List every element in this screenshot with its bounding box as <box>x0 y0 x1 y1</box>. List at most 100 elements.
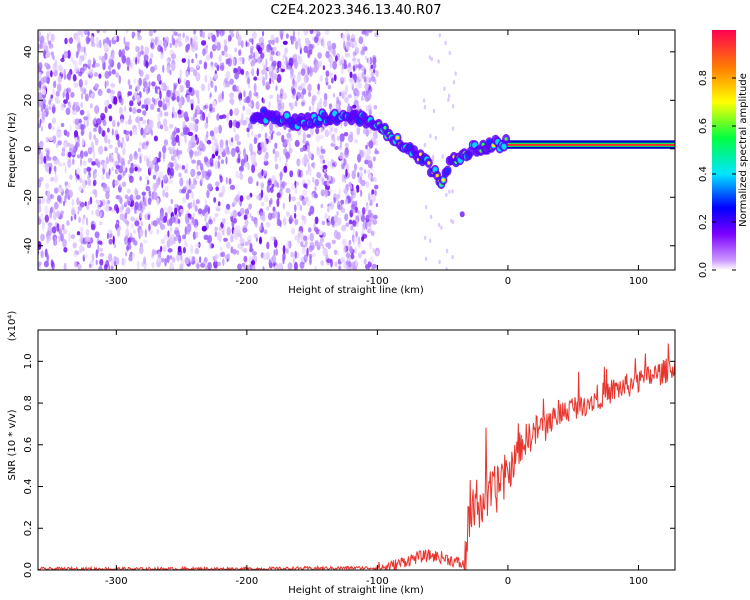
noise-speck <box>345 168 348 178</box>
noise-speck <box>80 101 83 108</box>
noise-speck <box>218 54 222 63</box>
noise-speck <box>340 199 345 205</box>
noise-speck <box>267 179 272 186</box>
noise-speck <box>314 240 319 247</box>
noise-speck <box>214 231 218 237</box>
spectrogram-x-ticks: -300 -200 -100 0 100 <box>105 30 648 287</box>
y-tick-label: 0.4 <box>23 479 34 495</box>
noise-speck <box>276 192 281 199</box>
noise-speck <box>287 65 292 71</box>
noise-speck <box>275 85 278 91</box>
noise-speck <box>366 94 372 99</box>
noise-speck <box>109 157 115 164</box>
noise-speck <box>188 177 191 186</box>
noise-speck <box>292 30 295 40</box>
noise-speck <box>197 97 200 105</box>
noise-speck <box>220 159 225 165</box>
noise-speck <box>298 160 301 167</box>
noise-speck <box>205 116 209 125</box>
noise-speck <box>325 184 331 191</box>
noise-speck <box>85 217 89 226</box>
noise-speck <box>368 241 373 250</box>
noise-speck <box>314 186 317 191</box>
noise-speck <box>327 242 331 249</box>
noise-speck <box>282 255 285 265</box>
noise-speck <box>204 204 209 214</box>
noise-speck <box>253 137 258 145</box>
noise-speck <box>253 76 258 81</box>
noise-speck <box>117 174 122 181</box>
noise-speck <box>225 176 228 185</box>
noise-speck <box>258 224 262 231</box>
noise-speck <box>333 93 335 98</box>
noise-speck <box>281 102 285 111</box>
noise-speck <box>251 31 257 39</box>
noise-speck <box>45 70 50 78</box>
noise-speck <box>333 197 336 204</box>
noise-speck <box>207 234 212 244</box>
noise-speck <box>182 32 185 39</box>
noise-speck <box>94 105 100 114</box>
noise-speck <box>123 36 126 45</box>
noise-speck <box>124 201 128 207</box>
noise-speck <box>63 247 68 253</box>
noise-speck <box>108 115 113 122</box>
noise-speck <box>185 192 190 200</box>
noise-speck <box>283 53 287 58</box>
y-tick-label: 0.6 <box>23 437 34 453</box>
noise-speck <box>262 98 265 104</box>
noise-speck <box>223 39 227 46</box>
noise-speck <box>167 179 173 184</box>
noise-speck <box>224 254 230 260</box>
x-tick-label: -300 <box>105 576 128 587</box>
noise-speck <box>195 53 198 59</box>
noise-speck <box>84 93 89 102</box>
noise-speck <box>372 247 376 254</box>
noise-speck <box>196 159 202 166</box>
noise-speck <box>363 76 367 83</box>
noise-speck <box>191 183 196 190</box>
noise-speck <box>359 166 363 171</box>
noise-speck <box>281 134 285 143</box>
noise-speck <box>270 235 275 242</box>
noise-speck <box>63 99 68 104</box>
noise-speck <box>99 211 102 217</box>
noise-speck <box>294 80 298 90</box>
noise-speck <box>159 52 164 60</box>
noise-speck <box>168 161 172 167</box>
noise-speck <box>268 39 272 45</box>
noise-speck <box>87 174 90 182</box>
noise-speck <box>368 201 373 207</box>
noise-speck <box>236 141 241 146</box>
noise-speck <box>265 81 270 91</box>
noise-speck <box>288 57 294 67</box>
noise-speck <box>424 256 428 262</box>
noise-speck <box>305 158 309 164</box>
noise-speck <box>129 194 134 202</box>
noise-speck <box>276 93 279 103</box>
noise-speck <box>359 149 364 158</box>
noise-speck <box>183 129 187 135</box>
noise-speck <box>58 234 61 243</box>
noise-speck <box>60 122 65 128</box>
noise-speck <box>215 143 219 152</box>
noise-speck <box>261 69 267 75</box>
noise-speck <box>153 30 157 33</box>
noise-speck <box>309 253 313 259</box>
noise-speck <box>367 160 373 169</box>
noise-speck <box>230 32 235 38</box>
noise-speck <box>308 43 314 52</box>
noise-speck <box>263 170 267 177</box>
noise-speck <box>46 149 50 159</box>
noise-speck <box>138 142 143 147</box>
noise-speck <box>51 261 55 270</box>
noise-speck <box>74 60 78 70</box>
noise-speck <box>73 82 79 88</box>
noise-speck <box>122 147 126 156</box>
noise-speck <box>118 195 122 203</box>
noise-speck <box>283 165 288 173</box>
noise-speck <box>83 253 88 258</box>
noise-speck <box>58 162 62 167</box>
noise-speck <box>142 87 146 93</box>
noise-speck <box>81 217 85 226</box>
